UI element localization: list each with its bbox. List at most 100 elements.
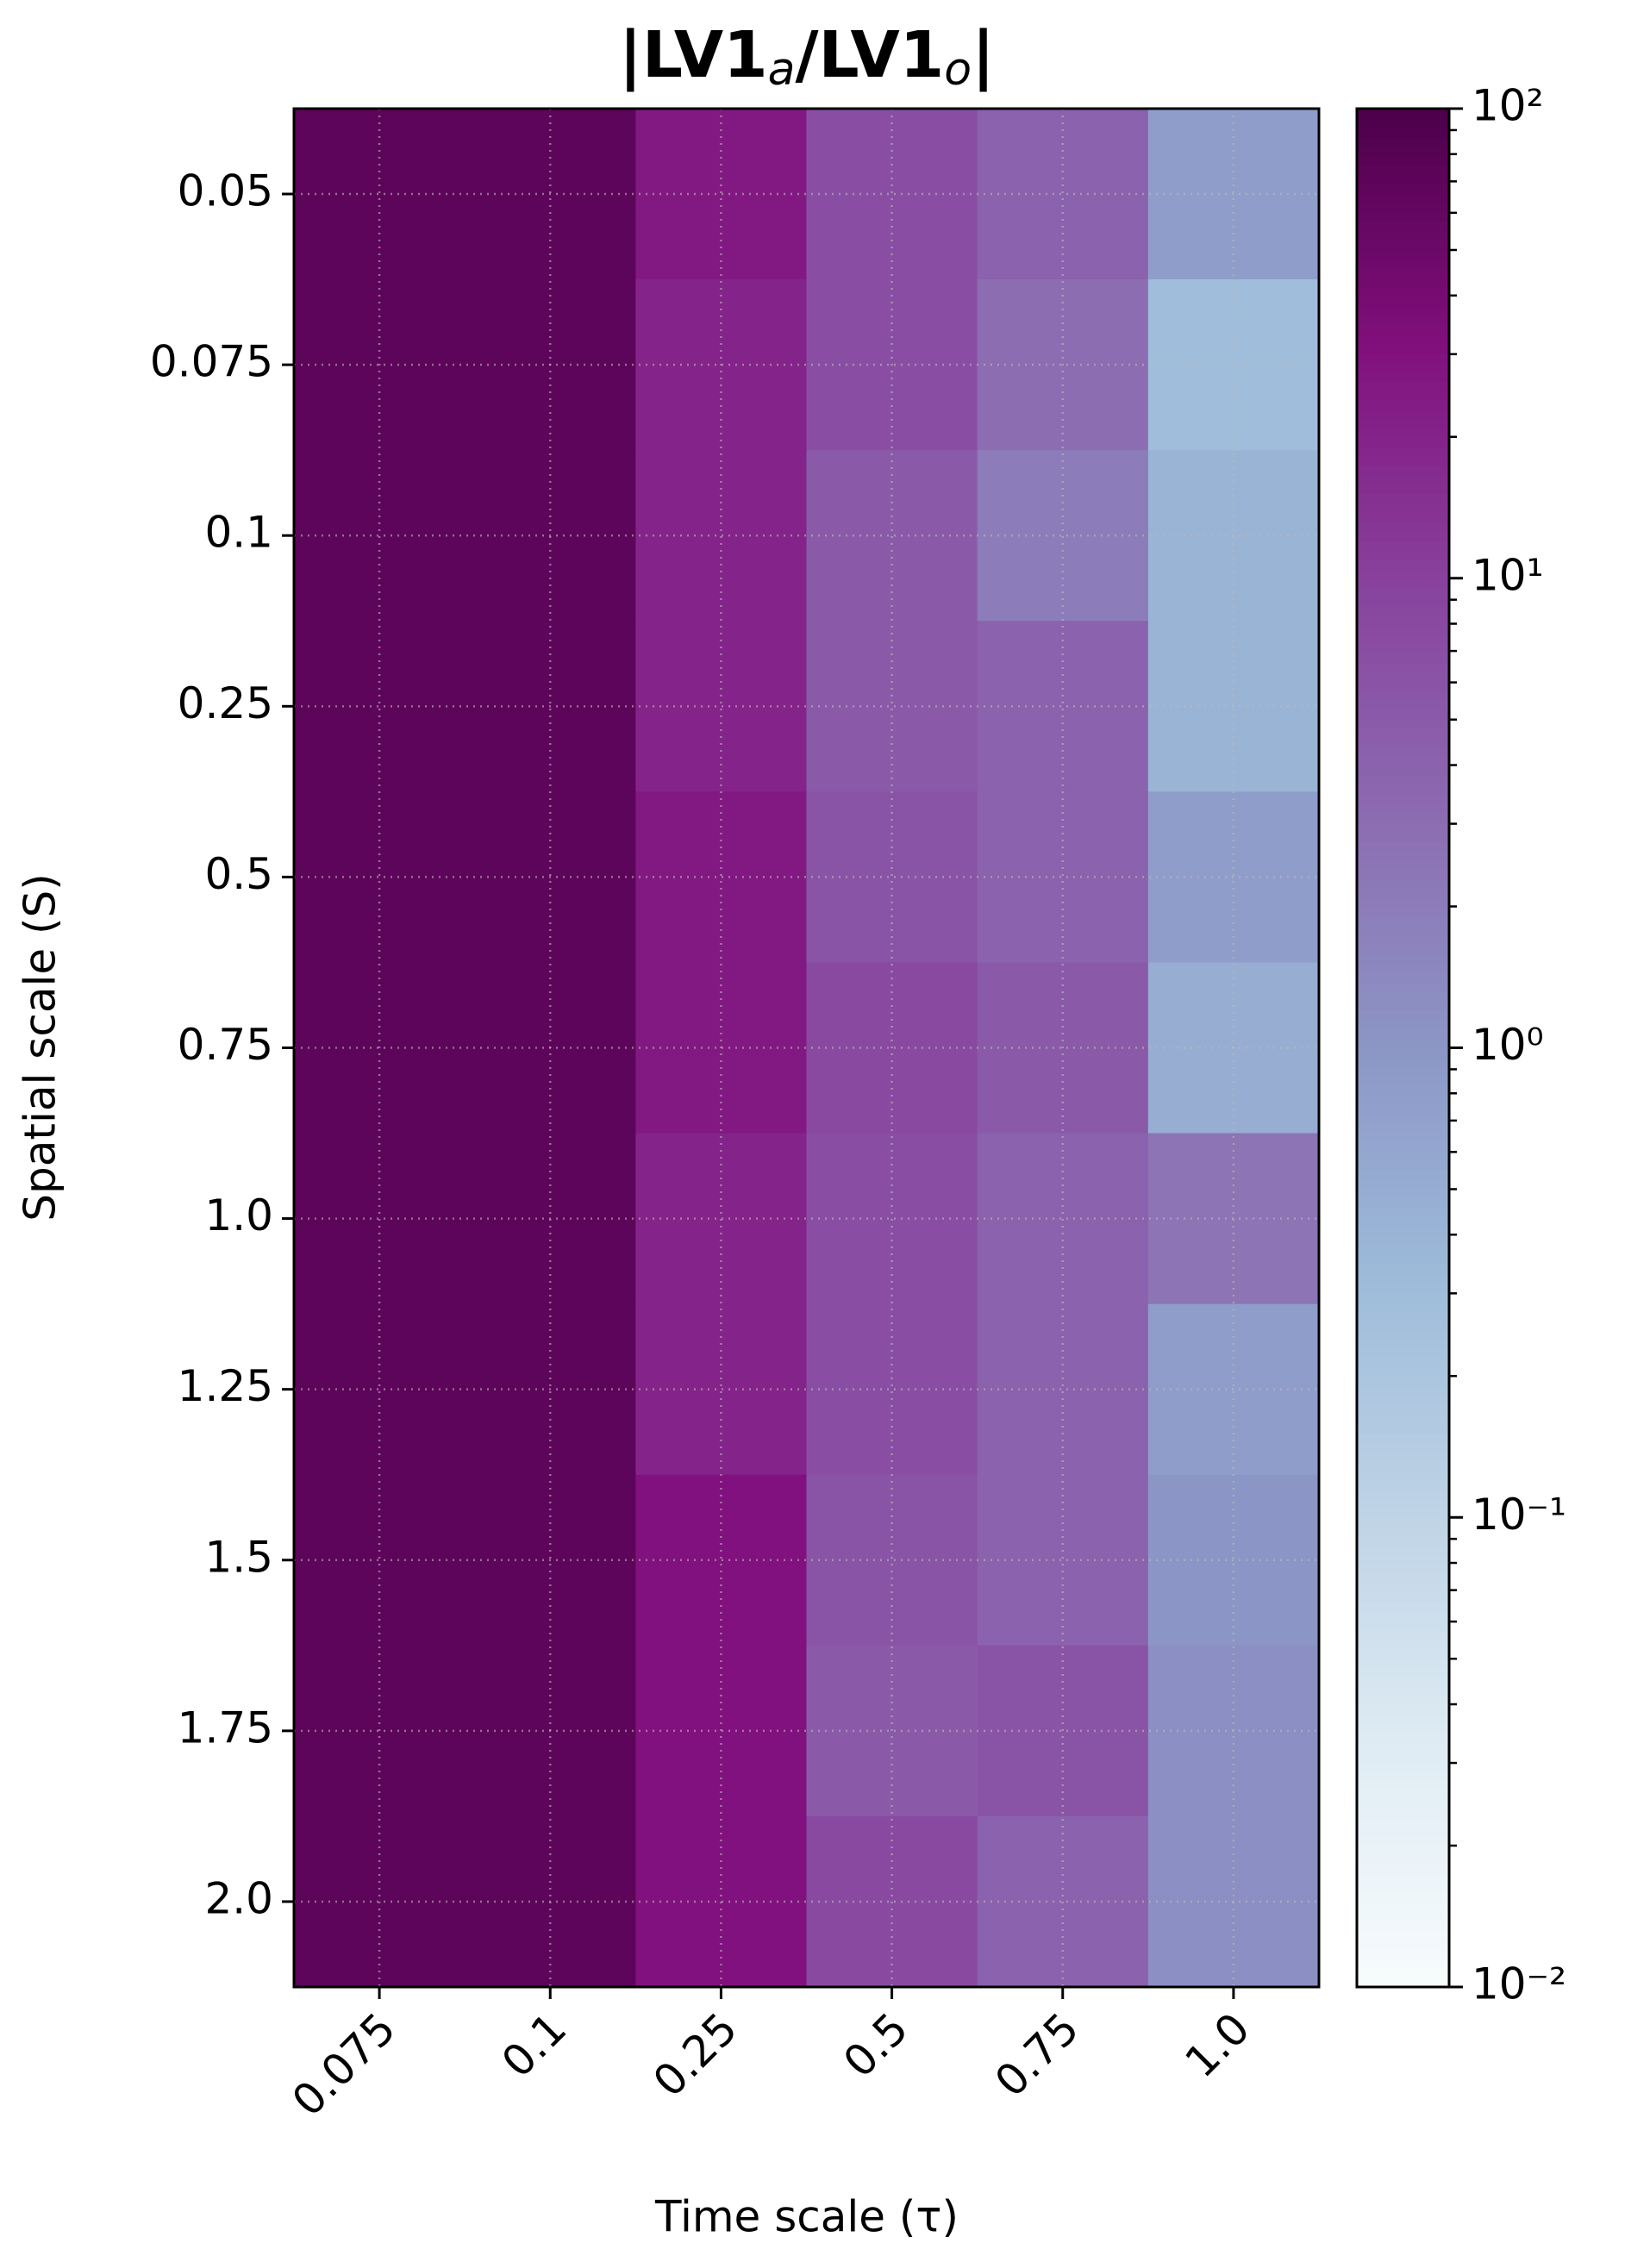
title-part: /LV1 <box>796 18 945 92</box>
colorbar-segment <box>1357 1160 1449 1171</box>
colorbar-segment <box>1357 353 1449 363</box>
colorbar-segment <box>1357 531 1449 541</box>
colorbar-segment <box>1357 606 1449 616</box>
colorbar-segment <box>1357 1977 1449 1988</box>
colorbar-segment <box>1357 1761 1449 1772</box>
y-tick-label: 0.25 <box>178 678 273 728</box>
colorbar-segment <box>1357 1132 1449 1143</box>
colorbar-segment <box>1357 1404 1449 1415</box>
colorbar-segment <box>1357 700 1449 710</box>
colorbar-segment <box>1357 587 1449 598</box>
colorbar-segment <box>1357 1001 1449 1011</box>
colorbar-segment <box>1357 840 1449 852</box>
colorbar-segment <box>1357 878 1449 889</box>
colorbar-segment <box>1357 456 1449 466</box>
colorbar-segment <box>1357 1968 1449 1978</box>
colorbar-segment <box>1357 1085 1449 1096</box>
colorbar-segment <box>1357 953 1449 965</box>
colorbar-segment <box>1357 672 1449 683</box>
colorbar-segment <box>1357 109 1449 119</box>
colorbar-segment <box>1357 1602 1449 1612</box>
colorbar-segment <box>1357 915 1449 927</box>
colorbar-segment <box>1357 117 1449 128</box>
colorbar-segment <box>1357 1395 1449 1406</box>
colorbar-segment <box>1357 1817 1449 1828</box>
colorbar-segment <box>1357 888 1449 898</box>
colorbar-segment <box>1357 1527 1449 1537</box>
colorbar-segment <box>1357 1893 1449 1903</box>
colorbar-segment <box>1357 784 1449 795</box>
colorbar-segment <box>1357 1019 1449 1030</box>
colorbar-segment <box>1357 813 1449 823</box>
colorbar-segment <box>1357 259 1449 269</box>
colorbar-segment <box>1357 756 1449 767</box>
colorbar-segment <box>1357 709 1449 720</box>
colorbar-segment <box>1357 1573 1449 1584</box>
colorbar-segment <box>1357 390 1449 401</box>
colorbar-segment <box>1357 1282 1449 1293</box>
colorbar-segment <box>1357 165 1449 175</box>
x-tick-label: 0.075 <box>283 2003 405 2126</box>
x-tick-label: 0.5 <box>834 2003 917 2087</box>
colorbar-segment <box>1357 1122 1449 1134</box>
colorbar-segment <box>1357 972 1449 983</box>
colorbar-segment <box>1357 334 1449 344</box>
colorbar-segment <box>1357 1245 1449 1255</box>
colorbar-segment <box>1357 1423 1449 1434</box>
colorbar-segment <box>1357 1564 1449 1575</box>
colorbar-segment <box>1357 907 1449 917</box>
y-tick-label: 0.075 <box>150 337 273 387</box>
colorbar-segment <box>1357 1216 1449 1228</box>
colorbar-segment <box>1357 1151 1449 1161</box>
colorbar-segment <box>1357 568 1449 579</box>
colorbar-segment <box>1357 578 1449 589</box>
chart-title: |LV1a/LV1o| <box>619 18 995 97</box>
colorbar-segment <box>1357 934 1449 946</box>
colorbar-segment <box>1357 127 1449 138</box>
colorbar-segment <box>1357 869 1449 879</box>
colorbar-tick-label: 10⁻² <box>1472 1959 1566 2009</box>
y-axis-label: Spatial scale (S) <box>16 873 66 1221</box>
colorbar-segment <box>1357 737 1449 748</box>
colorbar-segment <box>1357 1113 1449 1124</box>
colorbar-segment <box>1357 174 1449 184</box>
y-tick-label: 1.25 <box>178 1361 273 1411</box>
colorbar-tick-label: 10¹ <box>1472 550 1544 600</box>
colorbar-segment <box>1357 550 1449 560</box>
colorbar-segment <box>1357 728 1449 739</box>
colorbar-segment <box>1357 230 1449 241</box>
x-tick-label: 1.0 <box>1176 2003 1259 2087</box>
colorbar-segment <box>1357 1451 1449 1462</box>
colorbar-segment <box>1357 1949 1449 1959</box>
colorbar-segment <box>1357 1752 1449 1763</box>
colorbar-segment <box>1357 1272 1449 1284</box>
colorbar-segment <box>1357 1188 1449 1199</box>
colorbar-segment <box>1357 1686 1449 1696</box>
colorbar-segment <box>1357 305 1449 316</box>
colorbar-segment <box>1357 136 1449 147</box>
colorbar-segment <box>1357 1366 1449 1378</box>
colorbar-segment <box>1357 1028 1449 1040</box>
colorbar-segment <box>1357 287 1449 297</box>
colorbar-segment <box>1357 278 1449 288</box>
colorbar-segment <box>1357 1460 1449 1471</box>
colorbar-segment <box>1357 428 1449 438</box>
colorbar-segment <box>1357 343 1449 353</box>
colorbar-segment <box>1357 597 1449 608</box>
colorbar-segment <box>1357 380 1449 391</box>
colorbar-segment <box>1357 193 1449 203</box>
title-part: | <box>972 18 995 92</box>
colorbar-segment <box>1357 1780 1449 1790</box>
colorbar-segment <box>1357 982 1449 992</box>
colorbar-segment <box>1357 1846 1449 1857</box>
colorbar-segment <box>1357 1639 1449 1650</box>
colorbar-segment <box>1357 690 1449 701</box>
colorbar-segment <box>1357 1320 1449 1330</box>
colorbar-segment <box>1357 418 1449 429</box>
colorbar-segment <box>1357 1733 1449 1744</box>
colorbar-segment <box>1357 850 1449 861</box>
colorbar-segment <box>1357 1874 1449 1884</box>
colorbar-segment <box>1357 503 1449 514</box>
title-part: a <box>768 44 796 96</box>
colorbar-segment <box>1357 240 1449 251</box>
